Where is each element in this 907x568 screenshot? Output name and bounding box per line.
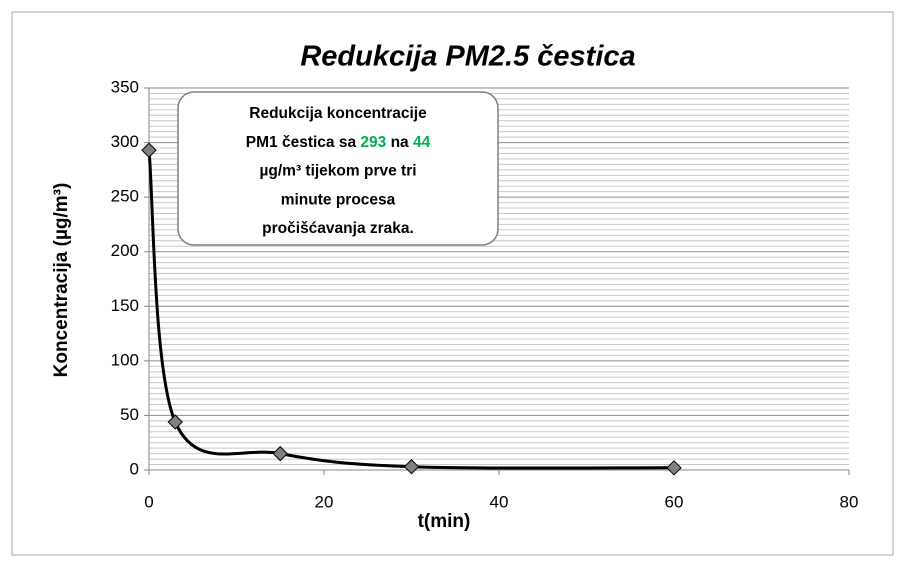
x-tick-label: 80: [840, 492, 859, 511]
x-tick-label: 20: [315, 492, 334, 511]
annotation-text: 293: [360, 134, 386, 151]
annotation-text: minute procesa: [281, 191, 396, 208]
y-tick-label: 350: [111, 77, 139, 96]
y-tick-label: 250: [111, 187, 139, 206]
annotation-line: minute procesa: [281, 191, 396, 208]
annotation-line: Redukcija koncentracije: [249, 105, 427, 122]
annotation-text: µg/m³ tijekom prve tri: [259, 163, 416, 180]
annotation-line: µg/m³ tijekom prve tri: [259, 163, 416, 180]
y-tick-label: 100: [111, 350, 139, 369]
x-tick-label: 0: [144, 492, 153, 511]
data-point: [403, 459, 420, 475]
data-point: [272, 445, 288, 462]
annotation-text: Redukcija koncentracije: [249, 105, 427, 122]
data-point: [666, 460, 682, 476]
y-tick-label: 0: [130, 459, 139, 478]
y-tick-label: 300: [111, 132, 139, 151]
y-tick-label: 50: [120, 405, 139, 424]
annotation-text: PM1 čestica sa: [246, 134, 361, 151]
annotation-line: pročišćavanja zraka.: [262, 220, 414, 237]
annotation-box: [177, 91, 499, 246]
x-tick-label: 40: [490, 492, 509, 511]
data-point: [141, 142, 157, 158]
annotation-line: PM1 čestica sa 293 na 44: [246, 134, 431, 151]
data-point: [167, 414, 183, 430]
y-tick-label: 150: [111, 296, 139, 315]
y-axis-label: Koncentracija (µg/m³): [51, 183, 72, 378]
x-tick-label: 60: [665, 492, 684, 511]
annotation-text: pročišćavanja zraka.: [262, 220, 414, 237]
x-axis-label: t(min): [418, 511, 471, 532]
annotation-text: na: [386, 134, 413, 151]
chart-title: Redukcija PM2.5 čestica: [300, 41, 635, 73]
y-tick-label: 200: [111, 241, 139, 260]
annotation-text: 44: [413, 134, 431, 151]
